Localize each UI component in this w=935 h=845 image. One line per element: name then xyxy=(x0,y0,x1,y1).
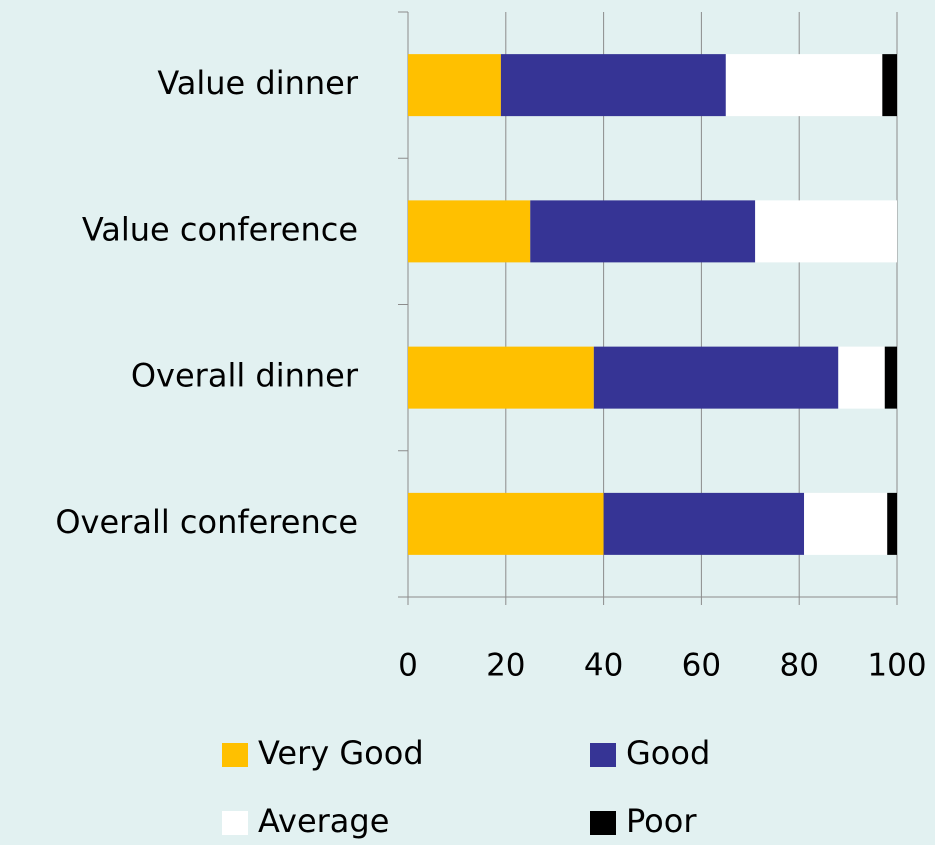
bar-segment xyxy=(603,492,805,555)
bar-segment xyxy=(408,200,531,263)
legend-swatch xyxy=(222,743,248,767)
legend-label: Very Good xyxy=(258,734,424,772)
bar-segment xyxy=(725,54,883,117)
bar-segment xyxy=(408,346,594,409)
x-tick-label: 20 xyxy=(486,648,525,684)
y-tick-label: Overall conference xyxy=(55,503,358,541)
bar-segment xyxy=(838,346,885,409)
x-tick-label: 0 xyxy=(398,648,418,684)
y-tick-label: Value conference xyxy=(82,210,358,248)
bar-segment xyxy=(755,200,897,263)
bar-segment xyxy=(408,492,604,555)
legend-swatch xyxy=(590,811,616,835)
legend-label: Poor xyxy=(626,802,697,840)
bar-segment xyxy=(500,54,726,117)
bar-segment xyxy=(530,200,756,263)
bar-segment xyxy=(804,492,888,555)
x-tick-label: 80 xyxy=(779,648,818,684)
bar-segment xyxy=(408,54,501,117)
legend-swatch xyxy=(222,811,248,835)
bar-segment xyxy=(882,54,897,117)
bar-segment xyxy=(884,346,897,409)
legend-label: Good xyxy=(626,734,710,772)
x-tick-label: 60 xyxy=(682,648,721,684)
bar-segment xyxy=(887,492,897,555)
x-tick-label: 100 xyxy=(867,648,926,684)
bar-segment xyxy=(593,346,839,409)
y-tick-label: Value dinner xyxy=(157,64,359,102)
y-tick-label: Overall dinner xyxy=(131,357,359,395)
legend-label: Average xyxy=(258,802,389,840)
legend-swatch xyxy=(590,743,616,767)
x-tick-label: 40 xyxy=(584,648,623,684)
